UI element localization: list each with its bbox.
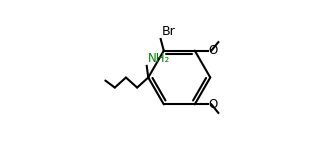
Text: O: O (208, 44, 218, 57)
Text: O: O (208, 98, 218, 111)
Text: Br: Br (161, 25, 175, 38)
Text: NH₂: NH₂ (147, 52, 170, 65)
